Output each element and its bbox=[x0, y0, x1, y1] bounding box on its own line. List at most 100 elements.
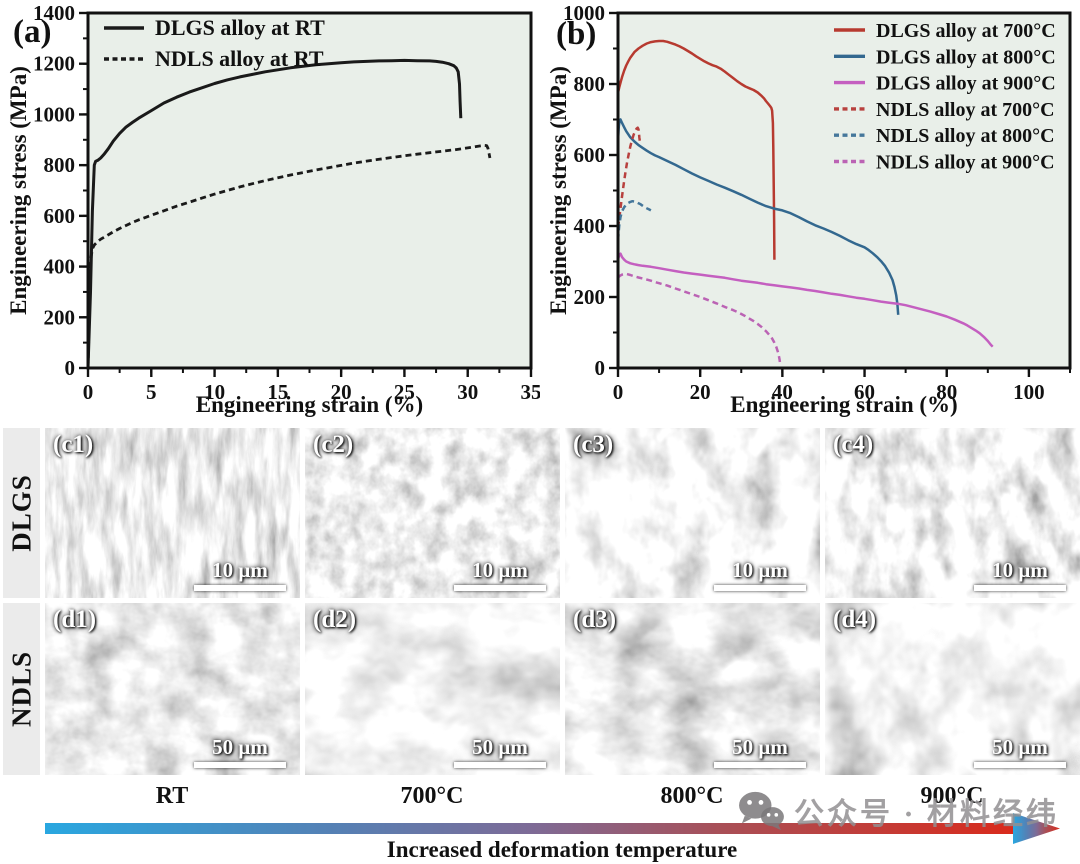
scalebar: 50 μm bbox=[714, 735, 806, 768]
scalebar-text: 10 μm bbox=[212, 558, 268, 582]
sem-micrograph-c1 bbox=[45, 428, 300, 598]
chart-panel-b: (b) 0 20 40 60 80 100 0 200 400 600 800 1000 Enginee… bbox=[540, 0, 1080, 420]
temp-label-900: 900°C bbox=[920, 783, 984, 809]
scalebar-line bbox=[974, 762, 1066, 768]
temp-label-rt: RT bbox=[155, 783, 189, 809]
svg-text:1000: 1000 bbox=[33, 102, 75, 126]
svg-text:100: 100 bbox=[1013, 380, 1045, 404]
temperature-axis: RT 700°C 800°C 900°C Increased deformati… bbox=[0, 775, 1080, 864]
sem-panel-label: (d1) bbox=[53, 606, 97, 633]
x-axis-label: Engineering strain (%) bbox=[196, 392, 423, 417]
series-line bbox=[618, 252, 994, 348]
svg-text:DLGS alloy at 700°C: DLGS alloy at 700°C bbox=[876, 20, 1056, 42]
scalebar: 10 μm bbox=[714, 558, 806, 591]
scalebar: 50 μm bbox=[974, 735, 1066, 768]
scalebar: 10 μm bbox=[974, 558, 1066, 591]
series-line bbox=[618, 39, 776, 260]
svg-text:DLGS alloy at RT: DLGS alloy at RT bbox=[155, 15, 325, 40]
svg-text:800: 800 bbox=[44, 153, 76, 177]
sem-micrograph-c2 bbox=[305, 428, 560, 598]
sem-section: DLGS (c1) 10 μm bbox=[0, 428, 1080, 775]
sem-micrograph-d4 bbox=[825, 603, 1080, 775]
scalebar-text: 50 μm bbox=[212, 735, 268, 759]
tick-labels: 0 5 10 15 20 25 30 35 0 200 400 600 800 1000 1200 1400 bbox=[33, 1, 540, 404]
row-label-ndls: NDLS bbox=[3, 603, 40, 775]
sem-micrograph-d3 bbox=[565, 603, 820, 775]
scalebar-line bbox=[974, 585, 1066, 591]
svg-text:NDLS alloy at 800°C: NDLS alloy at 800°C bbox=[876, 125, 1055, 147]
svg-text:NDLS alloy at 900°C: NDLS alloy at 900°C bbox=[876, 152, 1055, 174]
scalebar-text: 50 μm bbox=[472, 735, 528, 759]
scalebar: 10 μm bbox=[194, 558, 286, 591]
svg-text:0: 0 bbox=[613, 380, 624, 404]
svg-text:200: 200 bbox=[44, 305, 76, 329]
svg-text:800: 800 bbox=[574, 72, 606, 96]
row-label-dlgs: DLGS bbox=[3, 428, 40, 598]
svg-text:200: 200 bbox=[574, 285, 606, 309]
scalebar-line bbox=[714, 585, 806, 591]
series-line bbox=[88, 58, 463, 368]
svg-text:60: 60 bbox=[854, 380, 875, 404]
sem-micrograph-d2 bbox=[305, 603, 560, 775]
scalebar-line bbox=[714, 762, 806, 768]
svg-text:40: 40 bbox=[772, 380, 793, 404]
sem-panel-label: (c1) bbox=[53, 431, 94, 458]
svg-text:1000: 1000 bbox=[563, 1, 605, 25]
temperature-caption: Increased deformation temperature bbox=[386, 837, 738, 862]
scalebar-text: 10 μm bbox=[472, 558, 528, 582]
sem-panel-label: (c3) bbox=[573, 431, 614, 458]
watermark: 公众号 · 材料经纬 bbox=[736, 789, 1059, 833]
sem-panel-label: (d3) bbox=[573, 606, 617, 633]
row-label-dlgs-text: DLGS bbox=[6, 474, 36, 552]
x-axis-label: Engineering strain (%) bbox=[730, 392, 957, 417]
sem-panel-d4: (d4) 50 μm bbox=[825, 603, 1080, 775]
svg-text:20: 20 bbox=[331, 380, 352, 404]
sem-row-ndls: NDLS (d1) 50 μm bbox=[0, 603, 1080, 775]
sem-micrograph-d1 bbox=[45, 603, 300, 775]
svg-text:0: 0 bbox=[65, 356, 76, 380]
watermark-text: 公众号 · 材料经纬 bbox=[794, 798, 1060, 831]
svg-text:600: 600 bbox=[44, 204, 76, 228]
svg-text:25: 25 bbox=[394, 380, 415, 404]
series-line bbox=[618, 272, 782, 366]
panel-b-label: (b) bbox=[556, 16, 597, 52]
scalebar-text: 50 μm bbox=[732, 735, 788, 759]
series-group bbox=[618, 39, 994, 366]
scalebar-text: 10 μm bbox=[732, 558, 788, 582]
sem-panel-label: (c2) bbox=[313, 431, 354, 458]
sem-panel-d2: (d2) 50 μm bbox=[305, 603, 560, 775]
sem-row-dlgs: DLGS (c1) 10 μm bbox=[0, 428, 1080, 598]
svg-text:5: 5 bbox=[146, 380, 157, 404]
sem-panel-label: (c4) bbox=[833, 431, 874, 458]
svg-text:400: 400 bbox=[44, 255, 76, 279]
svg-text:20: 20 bbox=[690, 380, 711, 404]
charts-row: (a) 0 5 10 15 20 25 30 35 0 200 400 600 800 1000 1200 1… bbox=[0, 0, 1080, 420]
scalebar: 50 μm bbox=[454, 735, 546, 768]
plot-area bbox=[618, 13, 1070, 368]
scalebar: 10 μm bbox=[454, 558, 546, 591]
sem-panel-label: (d2) bbox=[313, 606, 357, 633]
svg-text:10: 10 bbox=[204, 380, 225, 404]
svg-text:0: 0 bbox=[595, 356, 606, 380]
sem-panel-label: (d4) bbox=[833, 606, 877, 633]
svg-text:0: 0 bbox=[83, 380, 94, 404]
svg-text:DLGS alloy at 900°C: DLGS alloy at 900°C bbox=[876, 73, 1056, 95]
sem-panel-c1: (c1) 10 μm bbox=[45, 428, 300, 598]
series-line bbox=[618, 126, 642, 228]
svg-text:80: 80 bbox=[936, 380, 957, 404]
temp-label-800: 800°C bbox=[660, 783, 724, 809]
series-line bbox=[618, 199, 652, 241]
svg-text:15: 15 bbox=[267, 380, 288, 404]
scalebar-text: 50 μm bbox=[992, 735, 1048, 759]
svg-text:30: 30 bbox=[457, 380, 478, 404]
temp-label-700: 700°C bbox=[400, 783, 464, 809]
plot-border bbox=[616, 11, 1072, 370]
stress-strain-chart-elevated-temp: 0 20 40 60 80 10002004006008001000Engineering… bbox=[546, 1, 1072, 417]
sem-panel-d1: (d1) 50 μm bbox=[45, 603, 300, 775]
svg-text:400: 400 bbox=[574, 214, 606, 238]
row-label-ndls-text: NDLS bbox=[6, 650, 36, 728]
svg-text:NDLS alloy at 700°C: NDLS alloy at 700°C bbox=[876, 99, 1055, 121]
legend: DLGS alloy at 700°C DLGS alloy at 800°C DL… bbox=[834, 20, 1056, 174]
sem-panel-c3: (c3) 10 μm bbox=[565, 428, 820, 598]
